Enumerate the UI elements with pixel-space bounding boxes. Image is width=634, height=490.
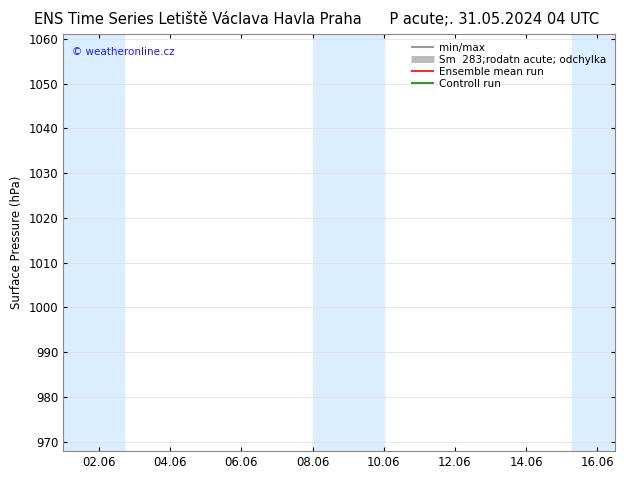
Bar <box>313 34 384 451</box>
Bar <box>63 34 124 451</box>
Text: ENS Time Series Letiště Václava Havla Praha      P acute;. 31.05.2024 04 UTC: ENS Time Series Letiště Václava Havla Pr… <box>34 12 600 27</box>
Y-axis label: Surface Pressure (hPa): Surface Pressure (hPa) <box>10 176 23 309</box>
Legend: min/max, Sm  283;rodatn acute; odchylka, Ensemble mean run, Controll run: min/max, Sm 283;rodatn acute; odchylka, … <box>408 40 610 92</box>
Text: © weatheronline.cz: © weatheronline.cz <box>72 47 174 57</box>
Bar <box>573 34 615 451</box>
